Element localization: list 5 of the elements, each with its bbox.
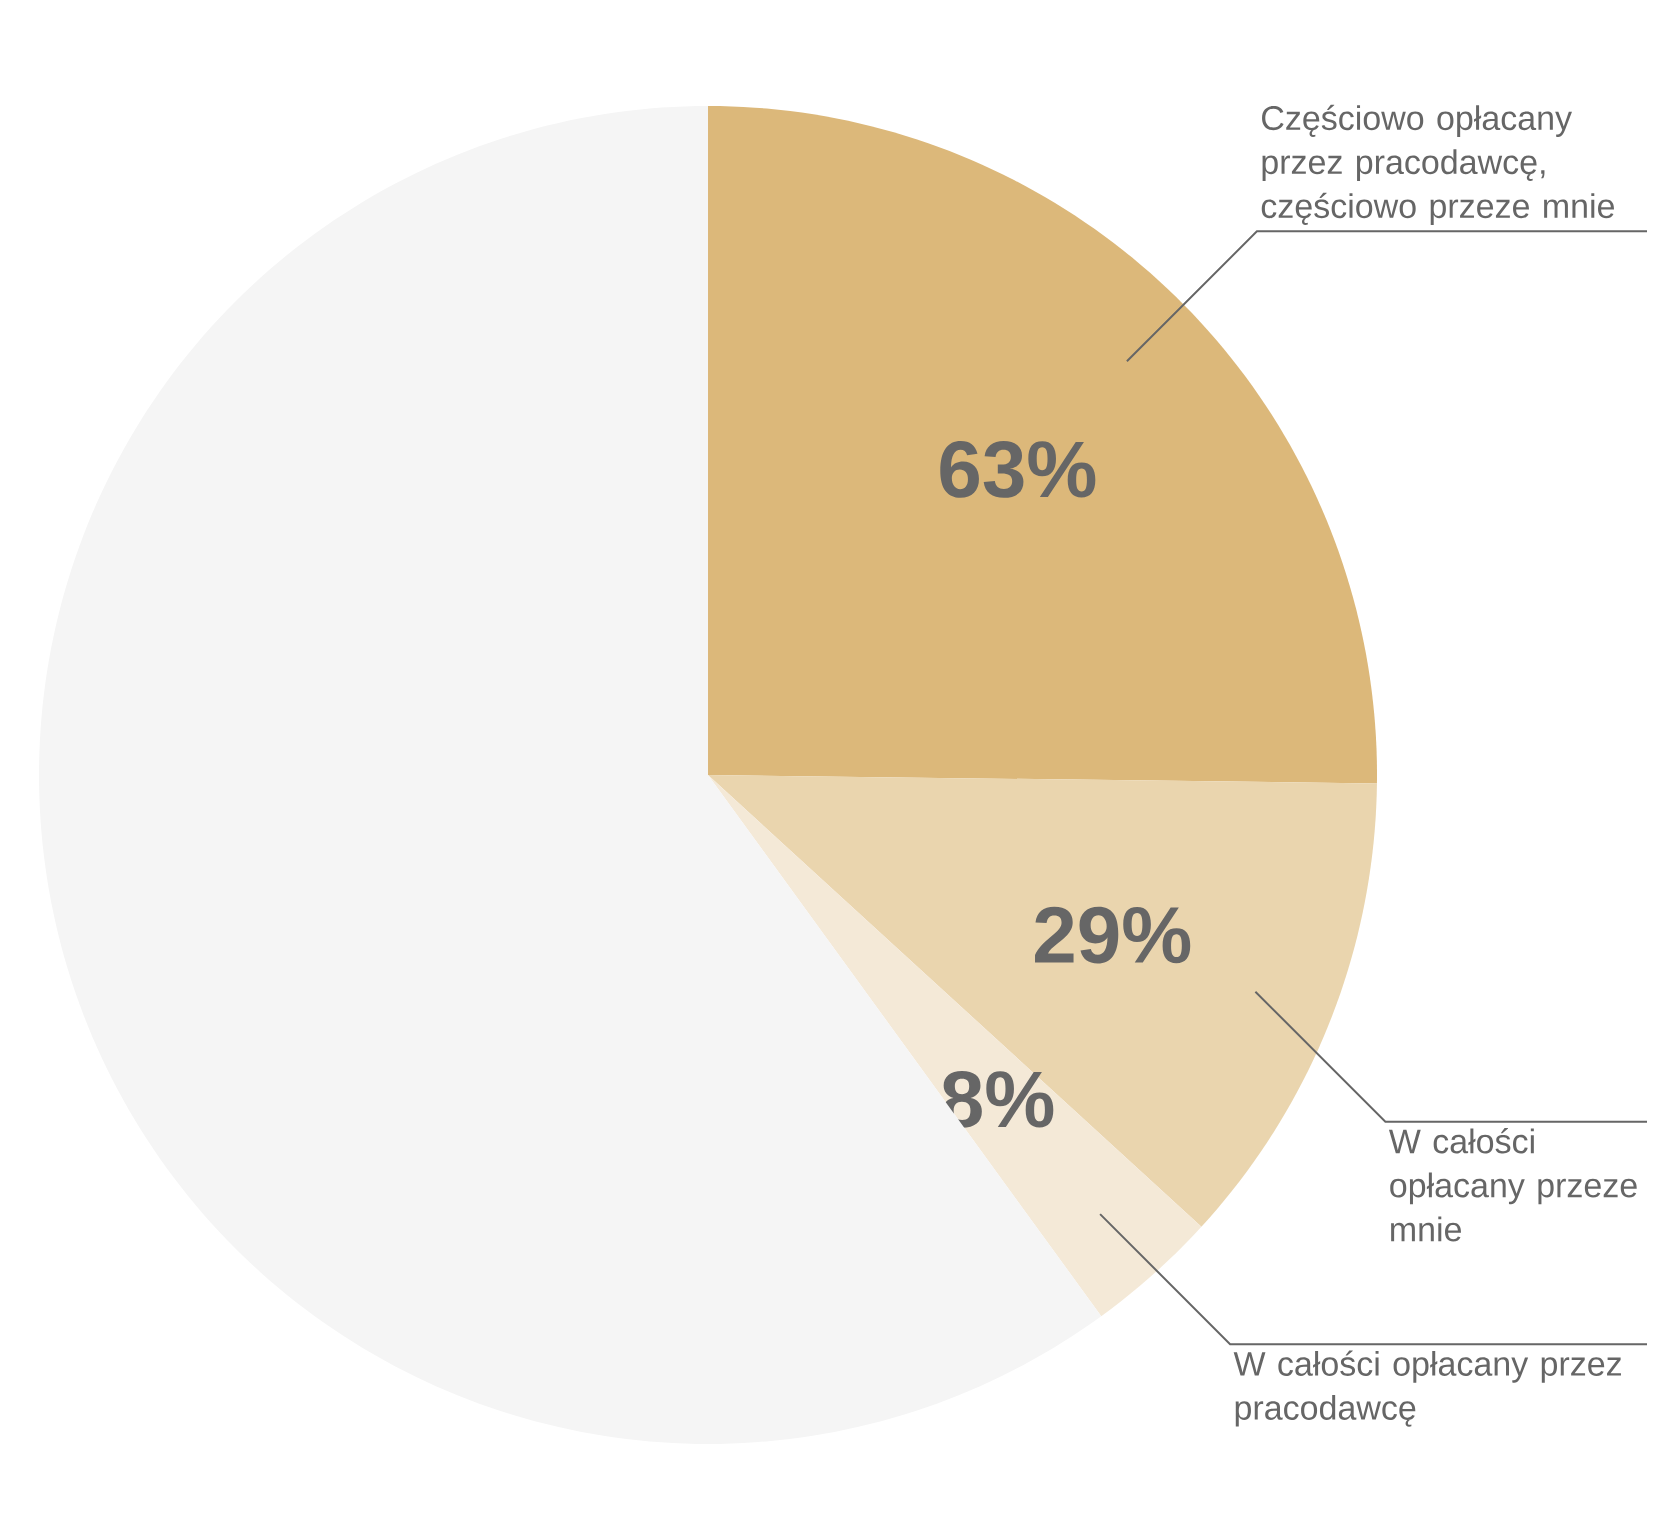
slice-label: W całości opłacany przeze mnie bbox=[1388, 1128, 1637, 1242]
slice-label: Częściowo opłacany przez pracodawcę, częściowo przeze mnie bbox=[1261, 104, 1614, 225]
data-label: 63% bbox=[940, 441, 1096, 498]
slice-label: W całości opłacany przez pracodawcę bbox=[1233, 1350, 1621, 1427]
data-label: 29% bbox=[1035, 906, 1191, 964]
